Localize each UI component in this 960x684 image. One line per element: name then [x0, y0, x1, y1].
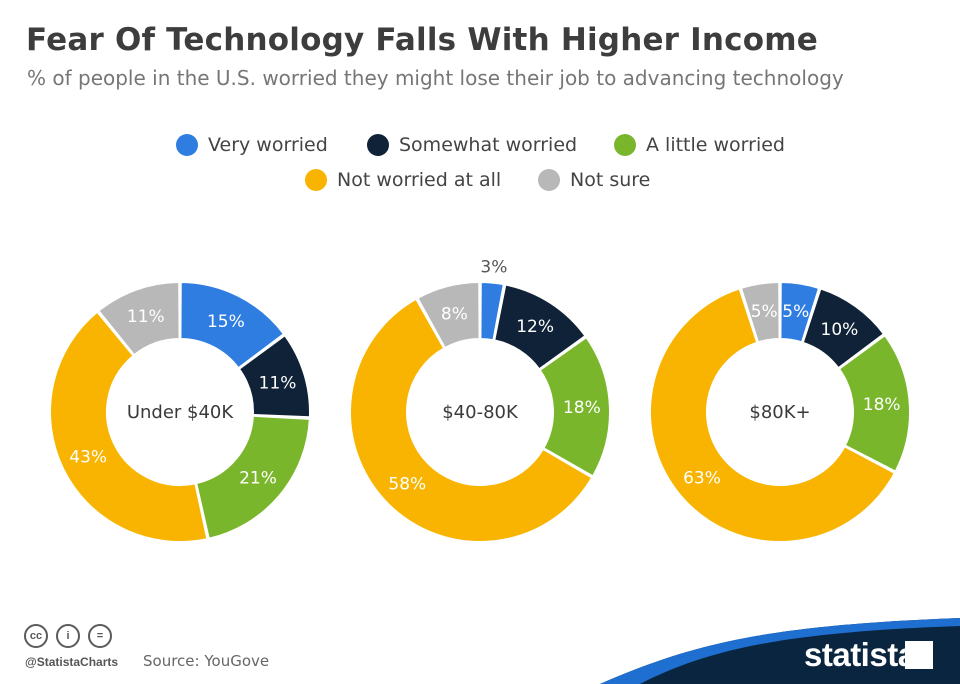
legend-swatch — [305, 169, 327, 191]
legend-item-a-little-worried: A little worried — [614, 134, 785, 156]
footer-wave-accent — [600, 618, 960, 684]
slice-label: 5% — [751, 302, 778, 322]
legend-label: Not sure — [570, 169, 651, 191]
slice-label: 5% — [782, 302, 809, 322]
footer-wave — [600, 618, 960, 684]
legend-swatch — [614, 134, 636, 156]
slice-label: 15% — [207, 312, 245, 332]
license-icons: cc i = — [24, 624, 120, 648]
legend-item-not-worried: Not worried at all — [305, 169, 501, 191]
donut-slice — [49, 310, 209, 543]
donut-slice — [739, 280, 781, 344]
legend-item-very-worried: Very worried — [176, 134, 328, 156]
source-note: Source: YouGove — [143, 652, 270, 670]
legend-item-not-sure: Not sure — [538, 169, 650, 191]
donut-center-label: $40-80K — [442, 402, 519, 423]
donut-slice — [779, 280, 821, 344]
social-handle: @StatistaCharts — [25, 655, 119, 669]
donut-slice — [97, 280, 181, 357]
donut-center-label: $80K+ — [749, 402, 810, 423]
statista-logo: statista — [804, 636, 916, 673]
donut-slice — [801, 287, 886, 370]
legend-label: Very worried — [208, 134, 328, 156]
slice-label: 11% — [259, 373, 297, 393]
slice-label: 21% — [239, 469, 277, 489]
donut-slice — [349, 297, 594, 543]
slice-label: 43% — [69, 447, 107, 467]
donut-center-label: Under $40K — [127, 402, 235, 423]
donut-slice — [416, 280, 481, 350]
donut-slice — [179, 280, 286, 370]
legend-item-somewhat-worried: Somewhat worried — [367, 134, 577, 156]
legend-label: Not worried at all — [337, 169, 502, 191]
donut-slice — [837, 333, 911, 473]
legend-label: Somewhat worried — [399, 134, 578, 156]
legend-swatch — [367, 134, 389, 156]
slice-label: 18% — [563, 398, 601, 418]
slice-label: 8% — [441, 304, 468, 324]
slice-label: 63% — [683, 469, 721, 489]
donut-slice — [493, 283, 587, 371]
legend-swatch — [538, 169, 560, 191]
slice-label: 10% — [821, 320, 859, 340]
donut-slice — [538, 335, 611, 478]
statista-logo-mark — [905, 641, 933, 669]
person-icon: i — [56, 624, 80, 648]
donut-slice — [195, 414, 311, 540]
donut-slice — [237, 333, 311, 419]
slice-label: 11% — [127, 307, 165, 327]
chart-title: Fear Of Technology Falls With Higher Inc… — [26, 22, 818, 58]
equals-icon: = — [88, 624, 112, 648]
legend-label: A little worried — [646, 134, 785, 156]
slice-label: 18% — [863, 395, 901, 415]
donut-slice — [649, 287, 897, 543]
chart-subtitle: % of people in the U.S. worried they mig… — [27, 66, 844, 90]
slice-label: 12% — [516, 317, 554, 337]
slice-label: 3% — [480, 258, 507, 278]
cc-icon: cc — [24, 624, 48, 648]
legend-swatch — [176, 134, 198, 156]
slice-label: 58% — [388, 475, 426, 495]
